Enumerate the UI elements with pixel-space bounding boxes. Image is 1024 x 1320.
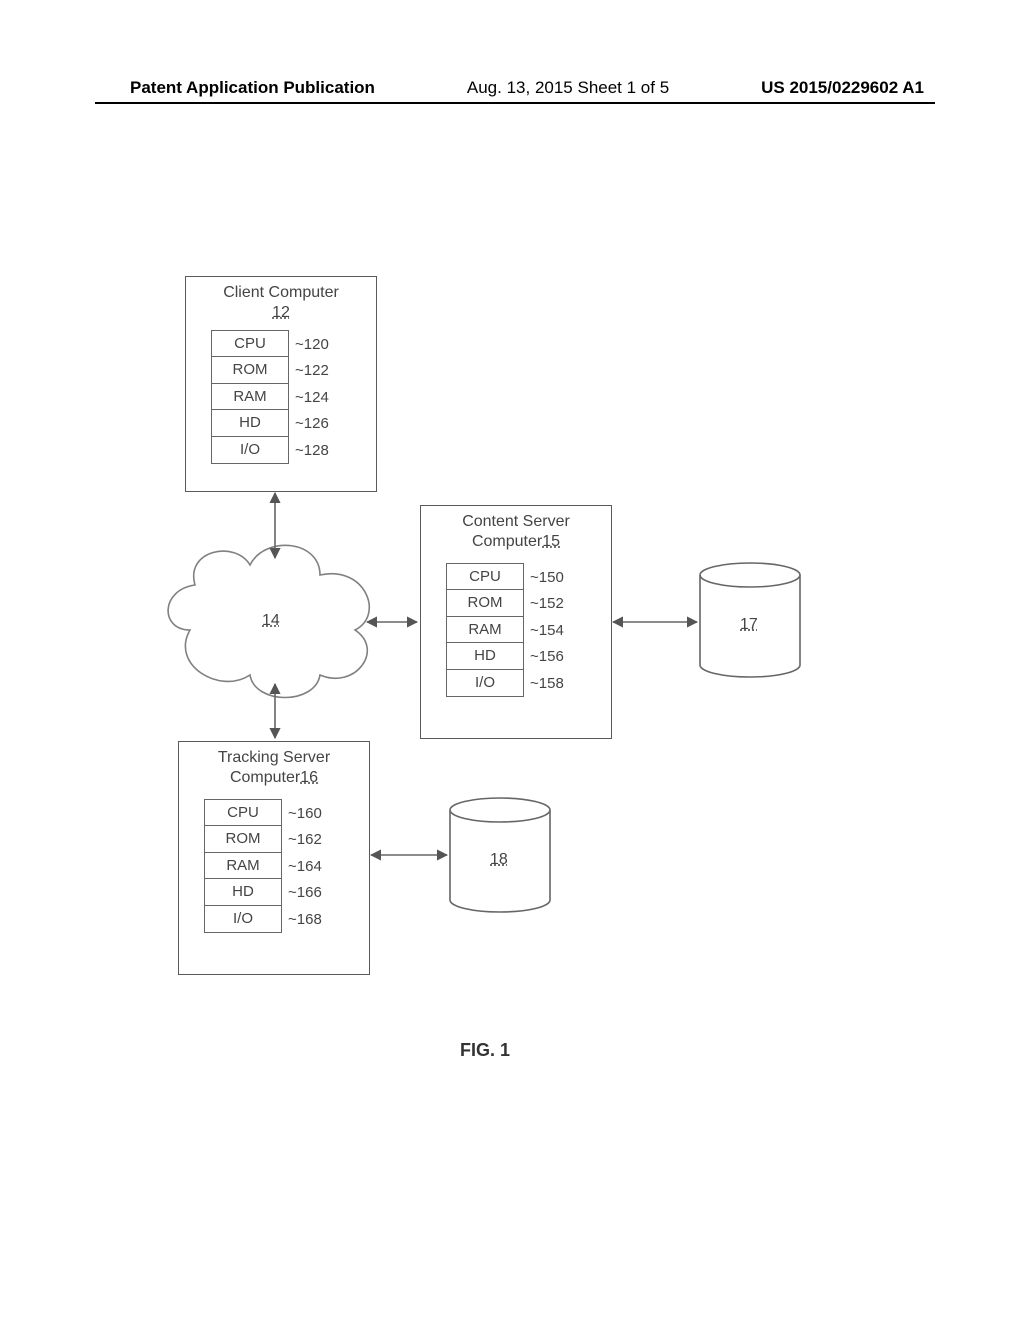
client-component-ref: ~122 xyxy=(295,362,329,379)
client-component-ref: ~126 xyxy=(295,415,329,432)
content-component-list: CPU ~150 ROM ~152 RAM ~154 HD ~156 I/O ~158 xyxy=(446,564,564,697)
content-component-label: HD xyxy=(446,642,524,670)
tracking-title: Tracking ServerComputer16 xyxy=(179,742,369,788)
client-box: Client Computer12 CPU ~120 ROM ~122 RAM ~124 HD… xyxy=(185,276,377,492)
client-component-row: CPU ~120 xyxy=(211,331,329,358)
tracking-component-ref: ~162 xyxy=(288,831,322,848)
client-component-label: CPU xyxy=(211,330,289,358)
client-component-row: I/O ~128 xyxy=(211,437,329,464)
content-title: Content ServerComputer15 xyxy=(421,506,611,552)
client-component-label: RAM xyxy=(211,383,289,411)
client-component-label: I/O xyxy=(211,436,289,464)
client-component-row: RAM ~124 xyxy=(211,384,329,411)
client-component-ref: ~120 xyxy=(295,336,329,353)
client-component-list: CPU ~120 ROM ~122 RAM ~124 HD ~126 I/O ~128 xyxy=(211,331,329,464)
content-box: Content ServerComputer15 CPU ~150 ROM ~152 RA… xyxy=(420,505,612,739)
tracking-component-ref: ~160 xyxy=(288,805,322,822)
client-component-label: HD xyxy=(211,409,289,437)
tracking-component-list: CPU ~160 ROM ~162 RAM ~164 HD ~166 I/O ~168 xyxy=(204,800,322,933)
content-component-label: CPU xyxy=(446,563,524,591)
tracking-component-label: CPU xyxy=(204,799,282,827)
content-component-row: CPU ~150 xyxy=(446,564,564,591)
tracking-component-ref: ~164 xyxy=(288,858,322,875)
db18-ref-label: 18 xyxy=(490,851,508,869)
tracking-component-label: RAM xyxy=(204,852,282,880)
tracking-component-row: CPU ~160 xyxy=(204,800,322,827)
content-component-ref: ~152 xyxy=(530,595,564,612)
content-component-row: ROM ~152 xyxy=(446,591,564,618)
client-component-label: ROM xyxy=(211,356,289,384)
db17-ref-label: 17 xyxy=(740,616,758,634)
client-component-row: HD ~126 xyxy=(211,411,329,438)
cloud-ref-label: 14 xyxy=(262,612,280,630)
content-component-ref: ~158 xyxy=(530,675,564,692)
tracking-component-ref: ~166 xyxy=(288,884,322,901)
client-component-ref: ~124 xyxy=(295,389,329,406)
tracking-component-label: HD xyxy=(204,878,282,906)
tracking-component-row: HD ~166 xyxy=(204,880,322,907)
content-component-label: RAM xyxy=(446,616,524,644)
tracking-component-label: I/O xyxy=(204,905,282,933)
content-component-row: HD ~156 xyxy=(446,644,564,671)
client-component-ref: ~128 xyxy=(295,442,329,459)
content-component-row: RAM ~154 xyxy=(446,617,564,644)
tracking-box: Tracking ServerComputer16CPU~160ROM~162R… xyxy=(178,741,370,975)
figure-diagram: Client Computer12 CPU ~120 ROM ~122 RAM ~124 HD… xyxy=(0,0,1024,1320)
client-title: Client Computer12 xyxy=(186,277,376,323)
tracking-component-row: I/O ~168 xyxy=(204,906,322,933)
content-component-label: I/O xyxy=(446,669,524,697)
content-component-label: ROM xyxy=(446,589,524,617)
tracking-component-label: ROM xyxy=(204,825,282,853)
client-component-row: ROM ~122 xyxy=(211,358,329,385)
tracking-component-row: RAM ~164 xyxy=(204,853,322,880)
content-component-ref: ~150 xyxy=(530,569,564,586)
content-component-ref: ~154 xyxy=(530,622,564,639)
figure-caption: FIG. 1 xyxy=(460,1040,510,1061)
tracking-component-ref: ~168 xyxy=(288,911,322,928)
content-component-row: I/O ~158 xyxy=(446,670,564,697)
content-component-ref: ~156 xyxy=(530,648,564,665)
tracking-component-row: ROM ~162 xyxy=(204,827,322,854)
